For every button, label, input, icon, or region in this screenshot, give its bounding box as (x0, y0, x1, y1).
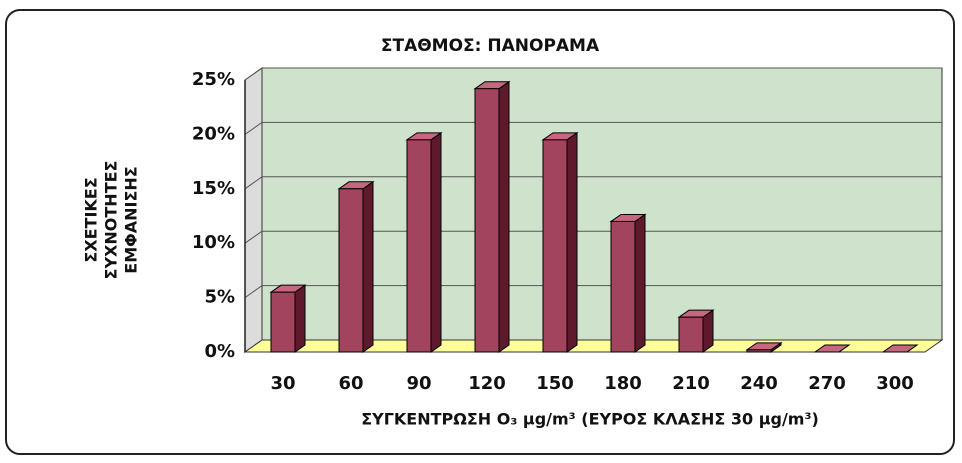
bar (610, 220, 636, 353)
bar (746, 349, 772, 353)
bar-side (362, 180, 374, 353)
x-axis-title: ΣΥΓΚΕΝΤΡΩΣΗ O₃ μg/m³ (ΕΥΡΟΣ ΚΛΑΣΗΣ 30 μg… (361, 410, 819, 429)
x-tick-label: 60 (338, 373, 363, 394)
y-tick-label: 5% (204, 287, 235, 308)
x-tick-label: 90 (406, 373, 431, 394)
bar-side (294, 284, 306, 353)
x-tick-label: 180 (604, 373, 642, 394)
bar-top (881, 344, 919, 353)
bar (338, 188, 364, 353)
x-tick-label: 150 (536, 373, 574, 394)
y-tick-label: 0% (204, 341, 235, 362)
bar-side (430, 131, 442, 353)
bar (270, 291, 296, 353)
y-tick-label: 10% (192, 232, 235, 253)
y-tick-label: 25% (192, 69, 235, 90)
bar-side (498, 80, 510, 353)
grid-line-side (244, 176, 263, 190)
grid-line-side (244, 67, 263, 81)
side-wall (244, 67, 263, 353)
y-tick-label: 15% (192, 178, 235, 199)
chart-title: ΣΤΑΘΜΟΣ: ΠΑΝΟΡΑΜΑ (381, 36, 600, 56)
x-tick-label: 270 (808, 373, 846, 394)
y-tick-label: 20% (192, 123, 235, 144)
x-tick-label: 120 (468, 373, 506, 394)
bar (678, 316, 704, 353)
x-tick-label: 210 (672, 373, 710, 394)
grid-line-side (244, 285, 263, 299)
bar (474, 88, 500, 353)
x-tick-label: 300 (876, 373, 914, 394)
bar-side (634, 213, 646, 353)
bar-side (566, 131, 578, 353)
x-tick-label: 30 (270, 373, 295, 394)
y-axis-title-line: ΕΜΦΑΝΙΣΗΣ (122, 166, 141, 273)
back-wall (261, 67, 943, 341)
bar-top (813, 344, 851, 353)
x-tick-label: 240 (740, 373, 778, 394)
grid-line-side (244, 121, 263, 135)
y-axis-title: ΣΧΕΤΙΚΕΣ ΣΥΧΝΟΤΗΤΕΣ ΕΜΦΑΝΙΣΗΣ (82, 161, 141, 280)
bar (406, 139, 432, 353)
y-axis-title-line: ΣΧΕΤΙΚΕΣ (82, 177, 101, 262)
bar (542, 139, 568, 353)
grid-line-side (244, 230, 263, 244)
y-axis-title-line: ΣΥΧΝΟΤΗΤΕΣ (102, 161, 121, 280)
